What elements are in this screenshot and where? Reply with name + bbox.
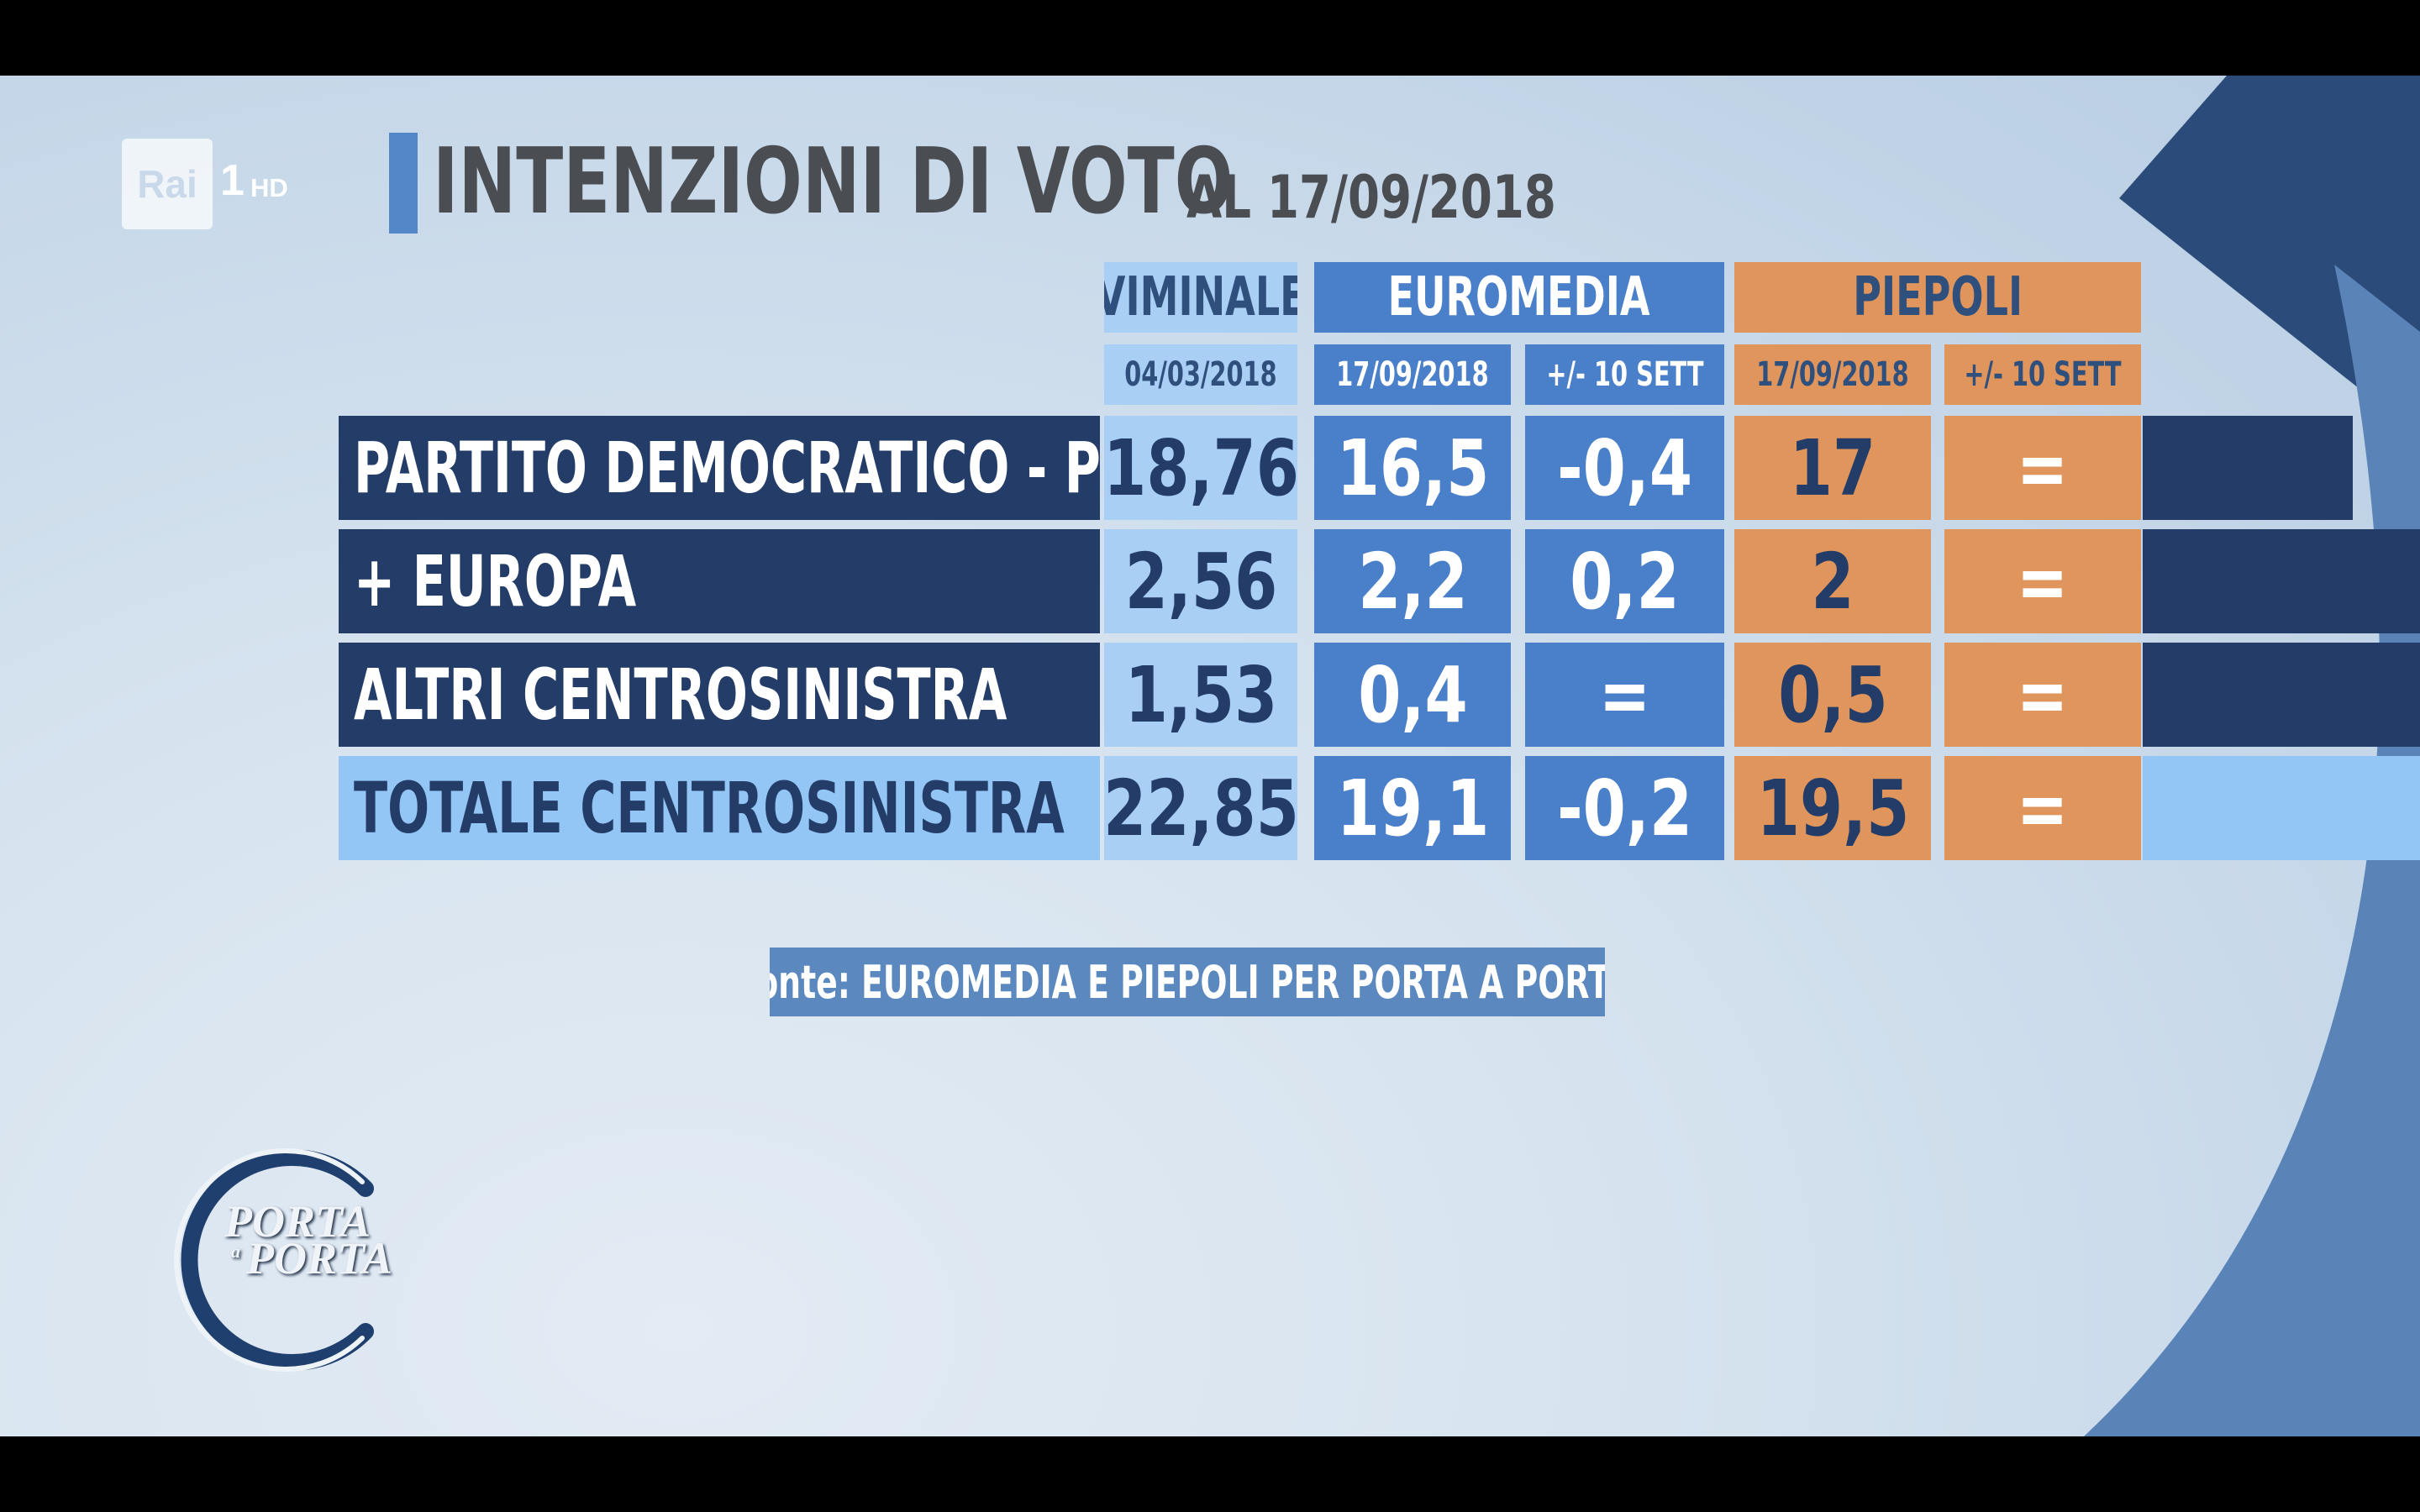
logo-ring-icon: [174, 1148, 374, 1372]
header-euromedia: EUROMEDIA: [1314, 262, 1724, 333]
cell-viminale-value: 1,53: [1104, 643, 1297, 747]
row-label-pd: PARTITO DEMOCRATICO - PSE: [339, 416, 1100, 520]
cell-piepoli-delta: =: [1944, 756, 2141, 860]
blue-arc-shape: [2084, 265, 2420, 1436]
logo-word-porta-top: PORTA: [224, 1196, 371, 1247]
cell-piepoli-value: 17: [1734, 416, 1931, 520]
cell-euromedia-delta: -0,4: [1525, 416, 1724, 520]
row-extension-band: [2143, 529, 2420, 633]
hd-badge: HD: [250, 173, 288, 202]
source-caption: fonte: EUROMEDIA E PIEPOLI PER PORTA A P…: [770, 948, 1605, 1016]
cell-euromedia-delta: -0,2: [1525, 756, 1724, 860]
rai-logo: Rai: [122, 139, 213, 229]
cell-piepoli-delta: =: [1944, 416, 2141, 520]
cell-euromedia-delta: 0,2: [1525, 529, 1724, 633]
cell-euromedia-value: 0,4: [1314, 643, 1511, 747]
cell-piepoli-delta: =: [1944, 529, 2141, 633]
cell-euromedia-value: 2,2: [1314, 529, 1511, 633]
porta-a-porta-logo: PORTA a PORTA: [164, 1138, 433, 1373]
page-title: INTENZIONI DI VOTO: [433, 129, 1234, 234]
background-decoration: [2084, 76, 2420, 1436]
row-label-altri: ALTRI CENTROSINISTRA: [339, 643, 1100, 747]
row-extension-band: [2143, 643, 2420, 747]
subheader-euromedia-delta: +/- 10 SETT: [1525, 344, 1724, 405]
row-extension-band: [2143, 416, 2353, 520]
row-label-europa: + EUROPA: [339, 529, 1100, 633]
cell-piepoli-value: 19,5: [1734, 756, 1931, 860]
navy-wedge-shape: [2119, 76, 2420, 437]
subheader-piepoli-delta: +/- 10 SETT: [1944, 344, 2141, 405]
cell-viminale-value: 22,85: [1104, 756, 1297, 860]
cell-piepoli-value: 0,5: [1734, 643, 1931, 747]
cell-piepoli-value: 2: [1734, 529, 1931, 633]
channel-number: 1: [220, 156, 245, 205]
subheader-euromedia-date: 17/09/2018: [1314, 344, 1511, 405]
broadcast-frame: Rai 1 HD INTENZIONI DI VOTO AL 17/09/201…: [0, 76, 2420, 1436]
title-accent-bar: [389, 133, 418, 234]
cell-euromedia-value: 19,1: [1314, 756, 1511, 860]
subheader-viminale-date: 04/03/2018: [1104, 344, 1297, 405]
header-viminale: VIMINALE: [1104, 262, 1297, 333]
cell-viminale-value: 2,56: [1104, 529, 1297, 633]
logo-word-a: a: [231, 1241, 240, 1262]
row-extension-band: [2143, 756, 2420, 860]
cell-euromedia-delta: =: [1525, 643, 1724, 747]
subheader-piepoli-date: 17/09/2018: [1734, 344, 1931, 405]
cell-piepoli-delta: =: [1944, 643, 2141, 747]
header-piepoli: PIEPOLI: [1734, 262, 2141, 333]
title-date: AL 17/09/2018: [1186, 163, 1556, 232]
cell-viminale-value: 18,76: [1104, 416, 1297, 520]
row-label-totale: TOTALE CENTROSINISTRA: [339, 756, 1100, 860]
logo-word-porta-bottom: PORTA: [246, 1233, 393, 1284]
cell-euromedia-value: 16,5: [1314, 416, 1511, 520]
